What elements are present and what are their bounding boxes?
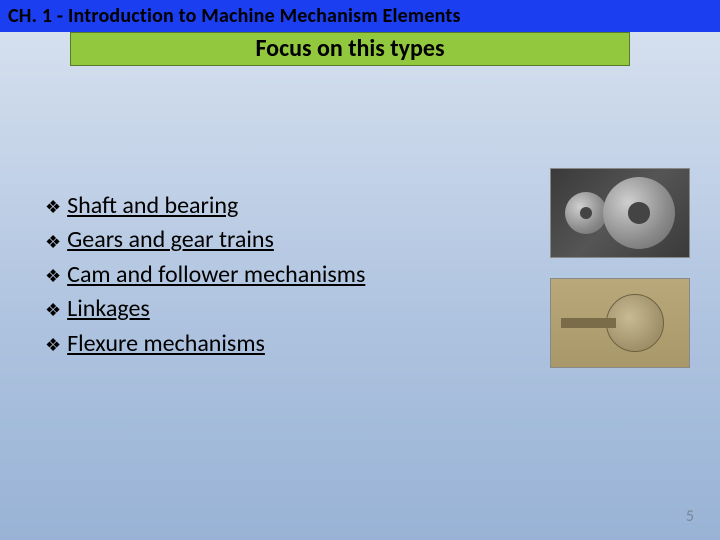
slide: CH. 1 - Introduction to Machine Mechanis…	[0, 0, 720, 540]
page-number: 5	[686, 507, 694, 526]
diamond-bullet-icon: ❖	[45, 264, 61, 288]
topic-list: ❖Shaft and bearing ❖Gears and gear train…	[45, 190, 365, 362]
gear-icon	[603, 177, 675, 249]
diamond-bullet-icon: ❖	[45, 298, 61, 322]
cam-bar-shape	[561, 318, 616, 328]
chapter-title-bar: CH. 1 - Introduction to Machine Mechanis…	[0, 0, 720, 32]
focus-title: Focus on this types	[255, 34, 444, 63]
list-item-label: Shaft and bearing	[67, 191, 238, 220]
list-item: ❖Cam and follower mechanisms	[45, 259, 365, 291]
list-item-label: Gears and gear trains	[67, 225, 274, 254]
cam-follower-image	[550, 278, 690, 368]
list-item-label: Cam and follower mechanisms	[67, 260, 365, 289]
list-item: ❖Shaft and bearing	[45, 190, 365, 222]
focus-title-bar: Focus on this types	[70, 32, 630, 66]
list-item: ❖Linkages	[45, 293, 365, 325]
list-item: ❖Flexure mechanisms	[45, 328, 365, 360]
diamond-bullet-icon: ❖	[45, 195, 61, 219]
gear-icon	[565, 192, 607, 234]
diamond-bullet-icon: ❖	[45, 333, 61, 357]
list-item-label: Flexure mechanisms	[67, 329, 265, 358]
chapter-title: CH. 1 - Introduction to Machine Mechanis…	[8, 4, 461, 28]
list-item-label: Linkages	[67, 294, 150, 323]
gears-image	[550, 168, 690, 258]
diamond-bullet-icon: ❖	[45, 230, 61, 254]
list-item: ❖Gears and gear trains	[45, 224, 365, 256]
